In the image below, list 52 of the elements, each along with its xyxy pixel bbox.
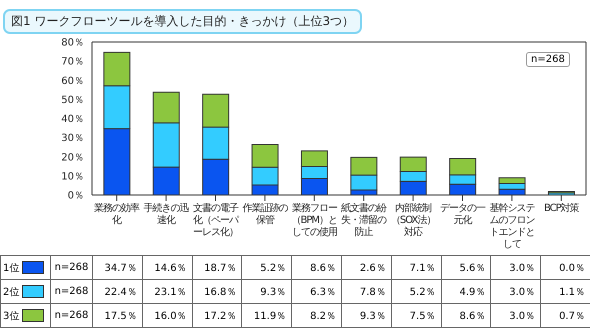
y-tick-label: 60％ [61, 76, 84, 87]
data-label: 5.2％ [391, 280, 442, 304]
data-label: 9.3％ [242, 280, 292, 304]
data-label: 3.0％ [490, 280, 541, 304]
x-tick-label: データの一元化 [438, 203, 486, 227]
data-label: 8.6％ [292, 256, 342, 280]
text: n=268 [54, 310, 88, 321]
x-tick-label: 基幹システムのフロントエンドとして [488, 203, 536, 251]
data-label: 4.9％ [441, 280, 491, 304]
data-label: 8.6％ [441, 304, 491, 328]
data-label: 3.0％ [490, 256, 541, 280]
legend-label: 1位 [3, 262, 20, 274]
y-tick-label: 70％ [61, 56, 84, 68]
data-label: 22.4％ [92, 280, 142, 304]
data-label: 0.7％ [540, 304, 590, 328]
data-label: 5.2％ [242, 256, 292, 280]
legend-label: 2位 [3, 286, 20, 298]
y-tick-label: 10％ [61, 171, 84, 182]
data-label: 17.5％ [92, 304, 142, 328]
data-label: 14.6％ [142, 256, 192, 280]
y-tick-label: 50％ [61, 94, 84, 106]
data-label: 16.0％ [142, 304, 192, 328]
data-label: 34.7％ [92, 256, 142, 280]
data-label: 23.1％ [142, 280, 192, 304]
legend-label: 3位 [3, 310, 20, 322]
data-label: 7.8％ [341, 280, 392, 304]
x-tick-label: 手続きの迅速化 [142, 203, 190, 227]
y-tick-label: 0％ [68, 190, 84, 202]
x-tick-label: 作業証跡の保管 [241, 203, 289, 227]
data-label: 3.0％ [490, 304, 541, 328]
data-label: 6.3％ [292, 280, 342, 304]
data-label: 5.6％ [441, 256, 491, 280]
y-tick-label: 30％ [61, 133, 84, 144]
chart-title: 図1 ワークフローツールを導入した目的・きっかけ（上位3つ） [3, 9, 362, 34]
data-label: 9.3％ [341, 304, 392, 328]
y-tick-label: 40％ [61, 114, 84, 126]
text: n=268 [54, 286, 88, 297]
data-label: 7.1％ [391, 256, 442, 280]
data-label: 18.7％ [192, 256, 242, 280]
data-label: 1.1％ [540, 280, 590, 304]
y-tick-label: 20％ [61, 152, 84, 164]
x-tick-label: 業務フロー（BPM）としての使用 [290, 203, 338, 239]
annotation: n=268 [526, 52, 570, 67]
data-label: 8.2％ [292, 304, 342, 328]
data-label: 11.9％ [242, 304, 292, 328]
data-label: 16.8％ [192, 280, 242, 304]
y-tick-label: 80％ [61, 38, 84, 49]
data-label: 0.0％ [540, 256, 590, 280]
data-label: 17.2％ [192, 304, 242, 328]
text: n=268 [54, 262, 88, 273]
data-label: 7.5％ [391, 304, 442, 328]
data-label: 2.6％ [341, 256, 392, 280]
